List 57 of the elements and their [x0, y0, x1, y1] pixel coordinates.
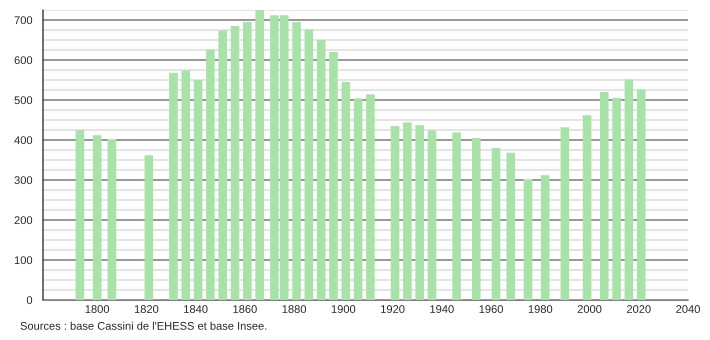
- x-tick-label: 1960: [480, 305, 503, 314]
- bar: [560, 127, 570, 300]
- bar: [108, 139, 116, 300]
- bar: [403, 122, 412, 300]
- x-tick-label: 1860: [233, 305, 257, 314]
- bar: [612, 98, 621, 300]
- bar: [194, 80, 202, 300]
- x-tick-label: 2020: [626, 305, 651, 314]
- x-tick-label: 1800: [86, 305, 110, 314]
- x-tick-label: 2000: [578, 305, 602, 314]
- bar: [255, 10, 264, 300]
- y-tick-label: 300: [14, 176, 32, 184]
- bar: [304, 29, 314, 300]
- bar: [341, 82, 350, 300]
- bar: [243, 22, 252, 300]
- y-tick-label: 500: [14, 96, 32, 104]
- x-tick-label: 1900: [332, 305, 356, 314]
- bar: [76, 130, 84, 300]
- y-tick-label: 0: [26, 296, 32, 304]
- bar: [472, 138, 481, 300]
- x-tick-label: 1980: [528, 305, 552, 314]
- x-tick-label: 1940: [430, 305, 454, 314]
- bar: [428, 130, 436, 300]
- bar: [582, 115, 592, 300]
- bar: [624, 79, 634, 300]
- bar: [452, 132, 461, 300]
- bar: [415, 125, 424, 300]
- bar: [230, 26, 240, 300]
- source-note: Sources : base Cassini de l'EHESS et base Insee.: [20, 322, 266, 330]
- bar: [540, 175, 550, 300]
- bar: [354, 98, 362, 300]
- bar: [206, 49, 215, 300]
- bar: [636, 89, 646, 300]
- bar: [329, 52, 338, 300]
- y-tick-label: 600: [14, 56, 32, 64]
- bar: [169, 72, 178, 300]
- y-tick-label: 700: [14, 16, 32, 24]
- y-tick-label: 100: [14, 256, 32, 264]
- x-tick-label: 1820: [134, 305, 158, 314]
- bar: [92, 135, 102, 300]
- bar: [181, 70, 190, 300]
- y-tick-label: 400: [14, 136, 32, 144]
- bar: [218, 30, 228, 300]
- x-tick-label: 1840: [184, 305, 208, 314]
- bar: [506, 152, 516, 300]
- bar: [366, 94, 375, 300]
- bar: [524, 179, 532, 300]
- bar: [292, 22, 301, 300]
- y-tick-label: 200: [14, 216, 32, 224]
- x-tick-label: 1880: [282, 305, 306, 314]
- bar: [316, 40, 326, 300]
- x-tick-label: 1920: [381, 305, 405, 314]
- bar: [390, 126, 400, 300]
- bar: [144, 155, 154, 300]
- bar: [600, 92, 609, 300]
- bar: [492, 148, 500, 300]
- x-tick-label: 2040: [676, 305, 700, 314]
